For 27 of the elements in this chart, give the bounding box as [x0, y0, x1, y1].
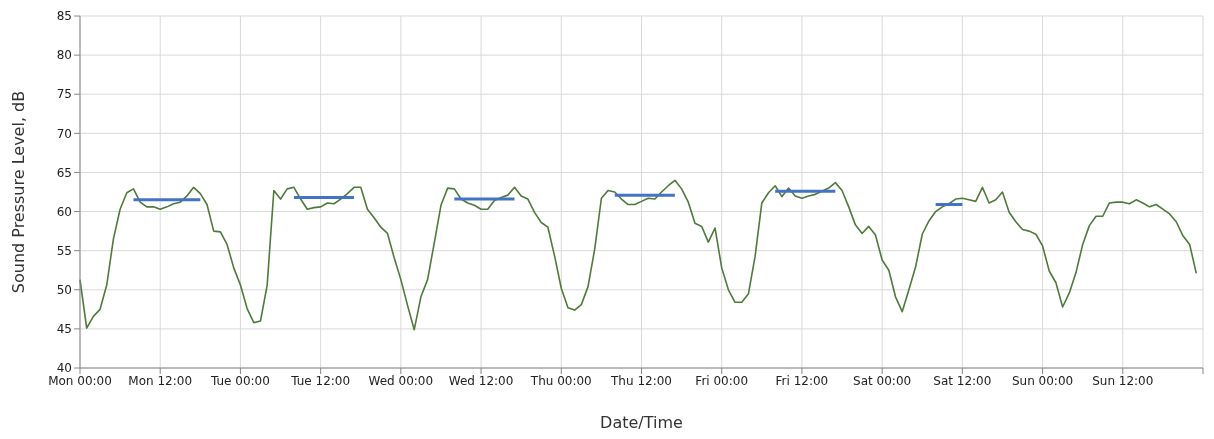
x-tick-label: Mon 12:00 — [128, 373, 193, 388]
x-tick-label: Sat 12:00 — [933, 373, 992, 388]
y-tick-label: 40 — [56, 361, 72, 376]
y-tick-label: 75 — [56, 87, 72, 102]
x-tick-label: Thu 12:00 — [610, 373, 672, 388]
x-tick-label: Fri 12:00 — [775, 373, 829, 388]
y-tick-label: 70 — [56, 126, 72, 141]
y-axis-title: Sound Pressure Level, dB — [8, 90, 28, 294]
y-tick-label: 85 — [56, 9, 72, 24]
x-tick-label: Wed 12:00 — [448, 373, 514, 388]
y-tick-label: 55 — [56, 243, 72, 258]
x-tick-label: Sun 12:00 — [1092, 373, 1154, 388]
y-tick-label: 45 — [56, 322, 72, 337]
y-tick-label: 60 — [56, 204, 72, 219]
y-tick-label: 50 — [56, 283, 72, 298]
x-axis-title: Date/Time — [600, 413, 683, 432]
y-tick-label: 80 — [56, 48, 72, 63]
x-tick-label: Sun 00:00 — [1011, 373, 1074, 388]
x-tick-label: Tue 12:00 — [290, 373, 351, 388]
x-tick-label: Wed 00:00 — [368, 373, 434, 388]
line-series — [79, 179, 1198, 331]
x-tick-label: Tue 00:00 — [209, 373, 270, 388]
x-tick-label: Mon 00:00 — [48, 373, 112, 388]
x-tick-label: Fri 00:00 — [695, 373, 749, 388]
y-tick-label: 65 — [56, 165, 72, 180]
x-tick-label: Sat 00:00 — [853, 373, 912, 388]
x-tick-label: Thu 00:00 — [529, 373, 592, 388]
